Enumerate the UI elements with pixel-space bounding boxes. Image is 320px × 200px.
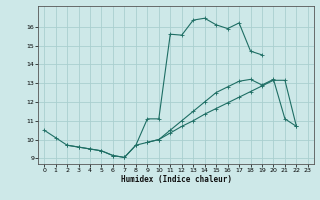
X-axis label: Humidex (Indice chaleur): Humidex (Indice chaleur): [121, 175, 231, 184]
